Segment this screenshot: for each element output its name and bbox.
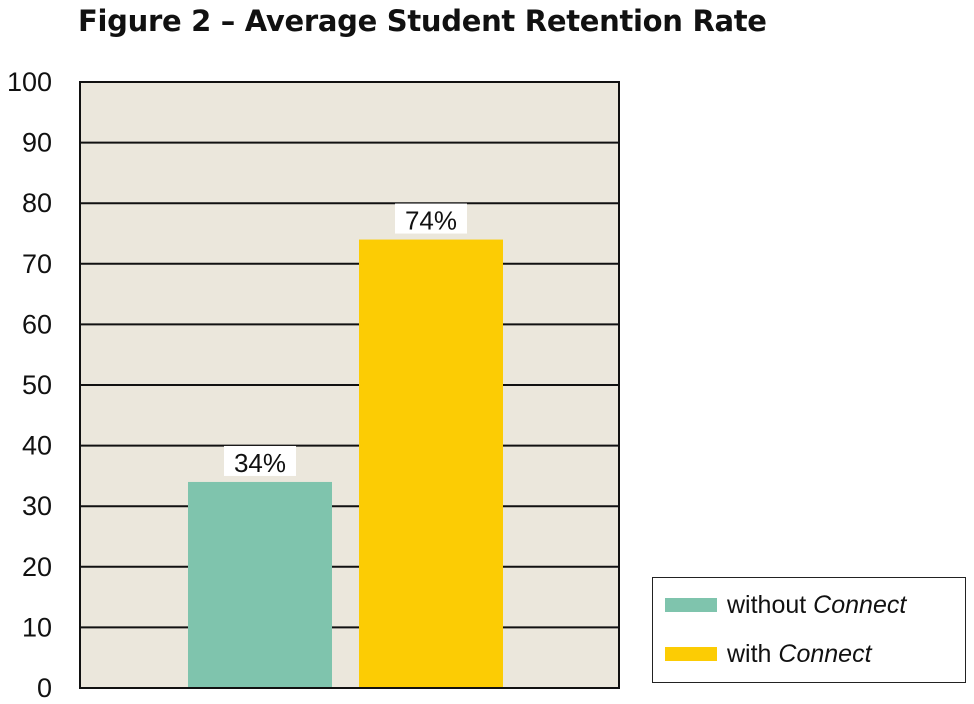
legend-swatch-with-connect xyxy=(665,647,717,661)
legend-item-without-connect: without Connect xyxy=(665,590,906,620)
legend-label-with-connect: with Connect xyxy=(727,639,872,668)
data-label-with-connect: 74% xyxy=(405,206,457,236)
y-tick-label-10: 10 xyxy=(22,612,52,642)
y-tick-label-50: 50 xyxy=(22,370,52,400)
y-tick-label-70: 70 xyxy=(22,249,52,279)
bar-without-connect xyxy=(188,481,332,688)
y-tick-label-60: 60 xyxy=(22,309,52,339)
y-tick-label-90: 90 xyxy=(22,128,52,158)
y-tick-label-20: 20 xyxy=(22,552,52,582)
y-tick-label-80: 80 xyxy=(22,188,52,218)
bar-with-connect xyxy=(359,239,503,688)
y-tick-label-0: 0 xyxy=(37,673,52,703)
plot-border xyxy=(79,81,620,689)
chart-title: Figure 2 – Average Student Retention Rat… xyxy=(78,4,767,38)
y-tick-label-40: 40 xyxy=(22,431,52,461)
y-tick-label-100: 100 xyxy=(7,67,52,97)
data-label-bg-with-connect xyxy=(395,203,467,234)
data-label-bg-without-connect xyxy=(224,445,296,476)
legend-swatch-without-connect xyxy=(665,598,717,612)
legend-label-without-connect: without Connect xyxy=(727,590,907,619)
legend-item-with-connect: with Connect xyxy=(665,639,872,669)
data-label-without-connect: 34% xyxy=(234,448,286,478)
y-tick-label-30: 30 xyxy=(22,491,52,521)
legend: without Connect with Connect xyxy=(652,577,966,683)
